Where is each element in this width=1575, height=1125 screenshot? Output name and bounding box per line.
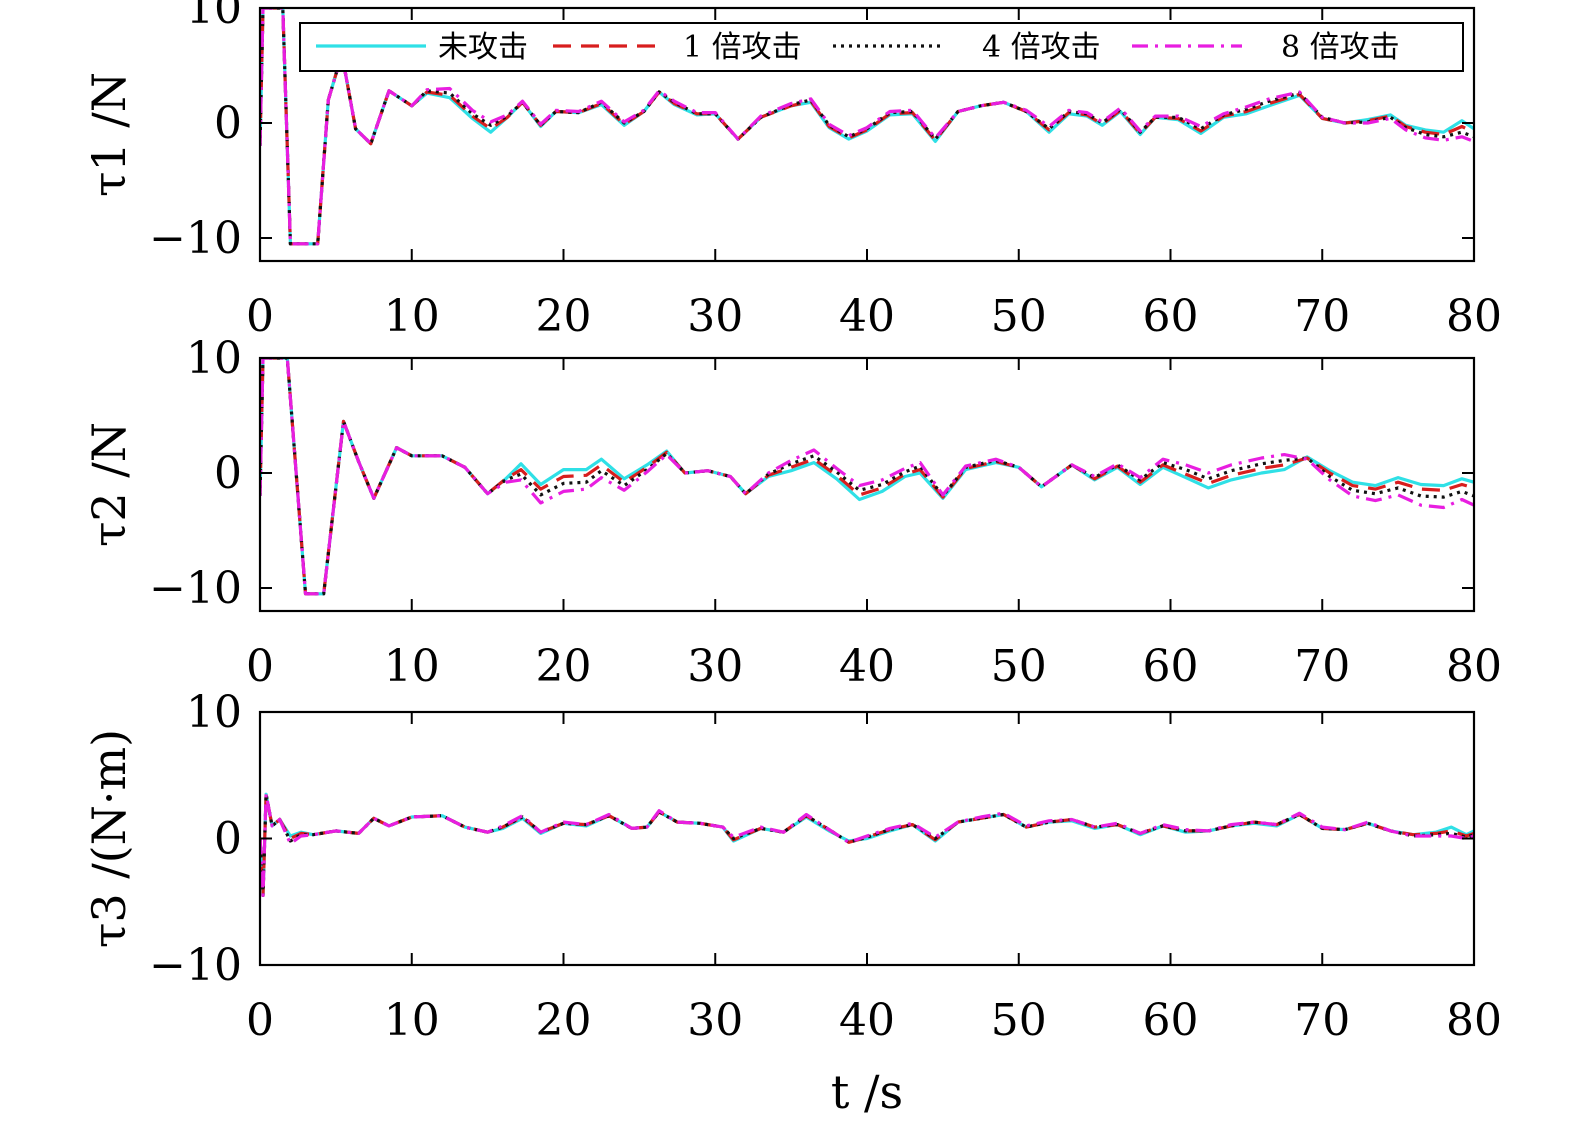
y-tick-label: 0 [214, 448, 242, 499]
y-tick-label: 0 [214, 814, 242, 865]
y-tick-label: 10 [186, 0, 242, 34]
x-tick-label: 40 [839, 291, 895, 342]
x-tick-label: 30 [687, 291, 743, 342]
x-tick-label: 10 [384, 995, 440, 1046]
y-axis-label: τ1 /N [82, 72, 136, 197]
x-tick-label: 50 [991, 641, 1047, 692]
x-tick-label: 80 [1446, 995, 1502, 1046]
y-tick-label: 0 [214, 98, 242, 149]
series-line-4 [260, 8, 1474, 246]
y-tick-label: 10 [186, 333, 242, 384]
x-tick-label: 20 [536, 995, 592, 1046]
legend-label-2: 1 倍攻击 [683, 30, 802, 65]
x-tick-label: 0 [246, 995, 274, 1046]
x-tick-label: 80 [1446, 641, 1502, 692]
x-tick-label: 40 [839, 641, 895, 692]
y-tick-label: 10 [186, 687, 242, 738]
legend-label-3: 4 倍攻击 [982, 30, 1101, 65]
x-tick-label: 30 [687, 641, 743, 692]
series-group [260, 8, 1474, 246]
legend: 未攻击 1 倍攻击 4 倍攻击 8 倍攻击 [299, 22, 1464, 72]
x-tick-label: 60 [1143, 641, 1199, 692]
series-line-4 [260, 358, 1474, 596]
x-tick-label: 50 [991, 995, 1047, 1046]
x-tick-label: 0 [246, 291, 274, 342]
y-axis-label: τ3 /(N·m) [82, 729, 136, 948]
y-tick-label: −10 [149, 940, 242, 991]
series-line-4 [260, 792, 1474, 898]
x-tick-label: 20 [536, 641, 592, 692]
x-tick-label: 50 [991, 291, 1047, 342]
x-tick-label: 70 [1294, 291, 1350, 342]
x-tick-label: 40 [839, 995, 895, 1046]
series-group [260, 358, 1474, 596]
x-tick-label: 60 [1143, 291, 1199, 342]
y-tick-label: −10 [149, 563, 242, 614]
x-tick-label: 70 [1294, 641, 1350, 692]
x-tick-label: 10 [384, 291, 440, 342]
y-tick-label: −10 [149, 213, 242, 264]
x-tick-label: 80 [1446, 291, 1502, 342]
x-tick-label: 10 [384, 641, 440, 692]
x-tick-label: 0 [246, 641, 274, 692]
legend-label-1: 未攻击 [438, 30, 528, 65]
x-tick-label: 70 [1294, 995, 1350, 1046]
y-axis-label: τ2 /N [82, 422, 136, 547]
x-tick-label: 30 [687, 995, 743, 1046]
x-tick-label: 60 [1143, 995, 1199, 1046]
x-tick-label: 20 [536, 291, 592, 342]
series-group [260, 792, 1474, 898]
x-axis-label: t /s [831, 1065, 903, 1119]
legend-label-4: 8 倍攻击 [1281, 30, 1400, 65]
